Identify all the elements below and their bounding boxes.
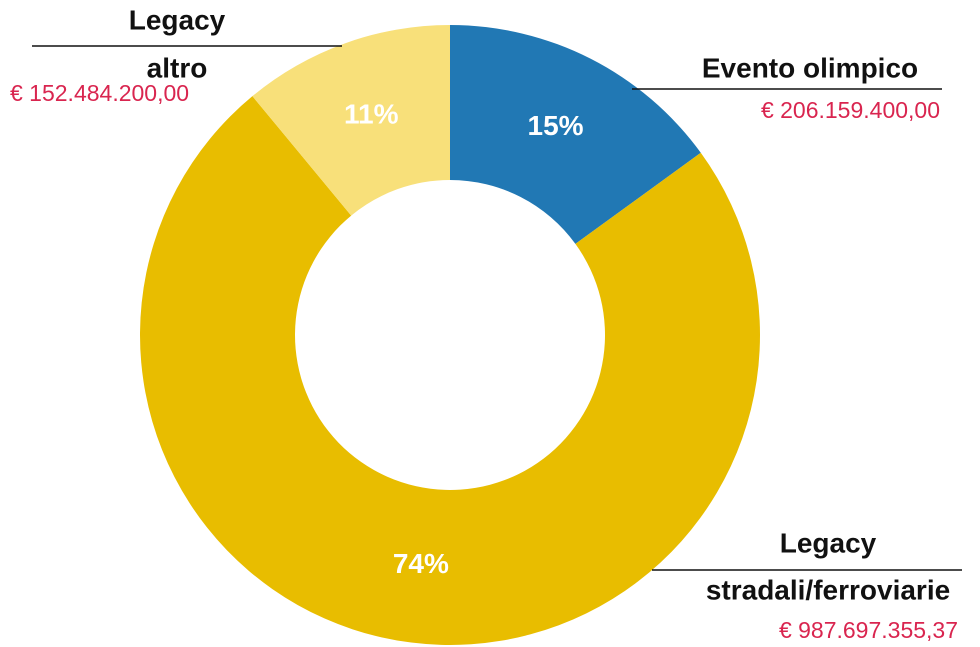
amount-label: € 987.697.355,37 xyxy=(779,617,958,643)
slice xyxy=(450,25,701,244)
percent-label: 11% xyxy=(344,99,399,130)
category-label: Legacy xyxy=(129,4,226,35)
slice xyxy=(252,25,450,216)
category-label: Evento olimpico xyxy=(702,52,918,83)
category-label: stradali/ferroviarie xyxy=(706,574,950,605)
percent-label: 15% xyxy=(528,110,584,141)
category-label: altro xyxy=(147,52,208,83)
category-label: Legacy xyxy=(780,527,877,558)
percent-label: 74% xyxy=(393,548,449,579)
amount-label: € 152.484.200,00 xyxy=(10,80,189,106)
slice xyxy=(140,96,761,646)
amount-label: € 206.159.400,00 xyxy=(761,97,940,123)
